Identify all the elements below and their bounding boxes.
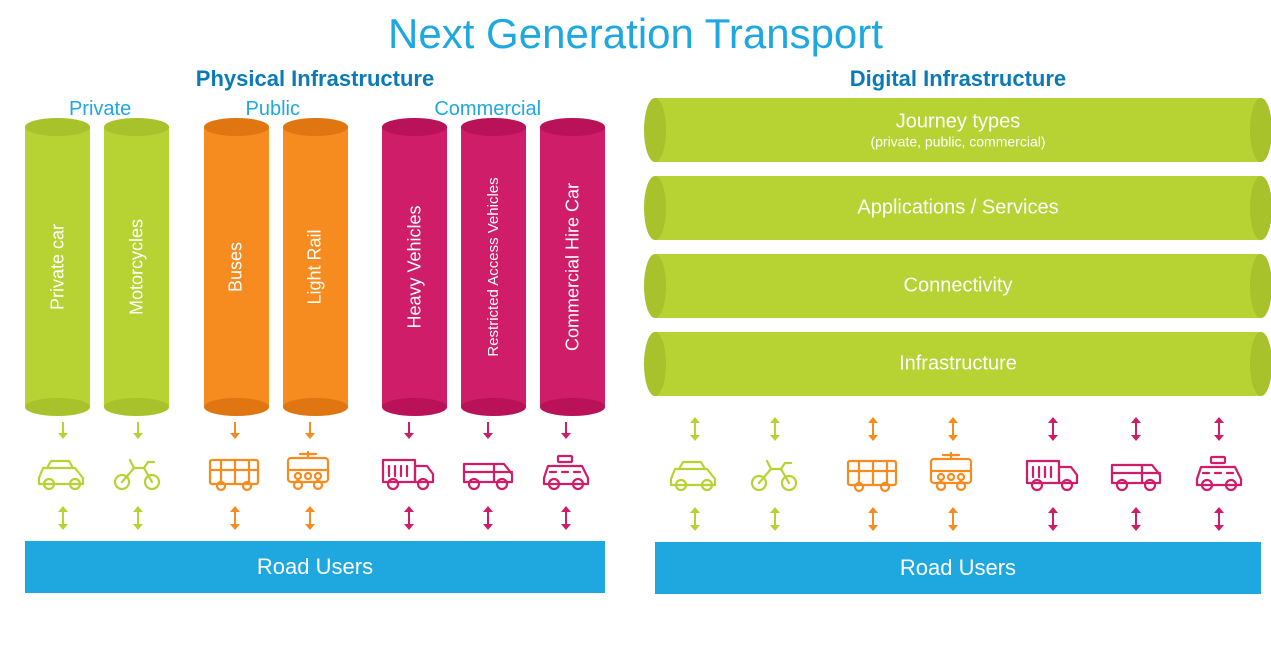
- arrow-down-icon: [25, 421, 100, 443]
- arrow-updown-icon: [1178, 512, 1261, 534]
- arrow-updown-icon: [913, 512, 993, 534]
- cylinder-label: Commercial Hire Car: [562, 183, 583, 351]
- cylinder-label: Buses: [226, 242, 247, 292]
- motorcycle-icon: [100, 448, 175, 499]
- horizontal-cylinder: Infrastructure: [655, 332, 1261, 396]
- vertical-cylinder: Private car: [25, 127, 90, 407]
- truck-icon: [370, 448, 448, 499]
- physical-cylinders-row: Private car Motorcycles Buses Light Rail Hea…: [25, 127, 605, 407]
- arrow-updown-icon: [1011, 422, 1094, 444]
- layer-label: Applications / Services: [857, 197, 1058, 220]
- arrow-updown-icon: [370, 511, 448, 533]
- digital-footer: Road Users: [655, 542, 1261, 594]
- columns: Physical Infrastructure PrivatePublicCom…: [25, 66, 1246, 645]
- physical-arrows-top: [25, 421, 605, 443]
- cylinder-label: Private car: [47, 224, 68, 310]
- digital-heading: Digital Infrastructure: [655, 66, 1261, 92]
- arrow-updown-icon: [1011, 512, 1094, 534]
- taxi-icon: [1178, 449, 1261, 500]
- van-icon: [1094, 449, 1177, 500]
- arrow-updown-icon: [655, 422, 735, 444]
- cylinder-label: Light Rail: [305, 229, 326, 304]
- vertical-cylinder: Heavy Vehicles: [382, 127, 447, 407]
- horizontal-cylinder: Connectivity: [655, 254, 1261, 318]
- arrow-updown-icon: [735, 422, 815, 444]
- taxi-icon: [527, 448, 605, 499]
- tram-icon: [273, 448, 348, 499]
- arrow-updown-icon: [913, 422, 993, 444]
- digital-layers: Journey types(private, public, commercia…: [655, 98, 1261, 408]
- car-icon: [655, 449, 735, 500]
- bus-icon: [833, 449, 913, 500]
- cylinder-group: Buses Light Rail: [204, 127, 348, 407]
- layer-label: Infrastructure: [899, 353, 1017, 376]
- arrow-updown-icon: [1178, 422, 1261, 444]
- digital-arrows-bottom: [655, 512, 1261, 534]
- layer-label: Connectivity: [904, 275, 1013, 298]
- physical-footer: Road Users: [25, 541, 605, 593]
- arrow-down-icon: [527, 421, 605, 443]
- layer-label: Journey types(private, public, commercia…: [870, 111, 1045, 150]
- car-icon: [25, 448, 100, 499]
- digital-column: Digital Infrastructure Journey types(pri…: [625, 66, 1261, 645]
- vertical-cylinder: Light Rail: [283, 127, 348, 407]
- vertical-cylinder: Restricted Access Vehicles: [461, 127, 526, 407]
- digital-arrows-top: [655, 422, 1261, 444]
- cylinder-label: Heavy Vehicles: [404, 205, 425, 328]
- physical-arrows-bottom: [25, 511, 605, 533]
- arrow-down-icon: [449, 421, 527, 443]
- arrow-updown-icon: [527, 511, 605, 533]
- slide: Next Generation Transport Physical Infra…: [0, 0, 1271, 655]
- horizontal-cylinder: Applications / Services: [655, 176, 1261, 240]
- page-title: Next Generation Transport: [25, 10, 1246, 58]
- vertical-cylinder: Commercial Hire Car: [540, 127, 605, 407]
- arrow-down-icon: [273, 421, 348, 443]
- horizontal-cylinder: Journey types(private, public, commercia…: [655, 98, 1261, 162]
- arrow-updown-icon: [25, 511, 100, 533]
- motorcycle-icon: [735, 449, 815, 500]
- van-icon: [449, 448, 527, 499]
- arrow-updown-icon: [833, 422, 913, 444]
- arrow-down-icon: [198, 421, 273, 443]
- vertical-cylinder: Buses: [204, 127, 269, 407]
- arrow-down-icon: [370, 421, 448, 443]
- physical-heading: Physical Infrastructure: [25, 66, 605, 92]
- truck-icon: [1011, 449, 1094, 500]
- arrow-updown-icon: [449, 511, 527, 533]
- arrow-updown-icon: [655, 512, 735, 534]
- cylinder-group: Private car Motorcycles: [25, 127, 169, 407]
- tram-icon: [913, 449, 993, 500]
- cylinder-label: Motorcycles: [126, 219, 147, 315]
- arrow-updown-icon: [1094, 512, 1177, 534]
- arrow-updown-icon: [833, 512, 913, 534]
- arrow-down-icon: [100, 421, 175, 443]
- cylinder-group: Heavy Vehicles Restricted Access Vehicles…: [382, 127, 605, 407]
- physical-column: Physical Infrastructure PrivatePublicCom…: [25, 66, 625, 645]
- arrow-updown-icon: [735, 512, 815, 534]
- bus-icon: [198, 448, 273, 499]
- arrow-updown-icon: [273, 511, 348, 533]
- vertical-cylinder: Motorcycles: [104, 127, 169, 407]
- arrow-updown-icon: [100, 511, 175, 533]
- arrow-updown-icon: [198, 511, 273, 533]
- physical-icons-row: [25, 449, 605, 497]
- cylinder-label: Restricted Access Vehicles: [486, 137, 502, 397]
- digital-icons-row: [655, 450, 1261, 498]
- arrow-updown-icon: [1094, 422, 1177, 444]
